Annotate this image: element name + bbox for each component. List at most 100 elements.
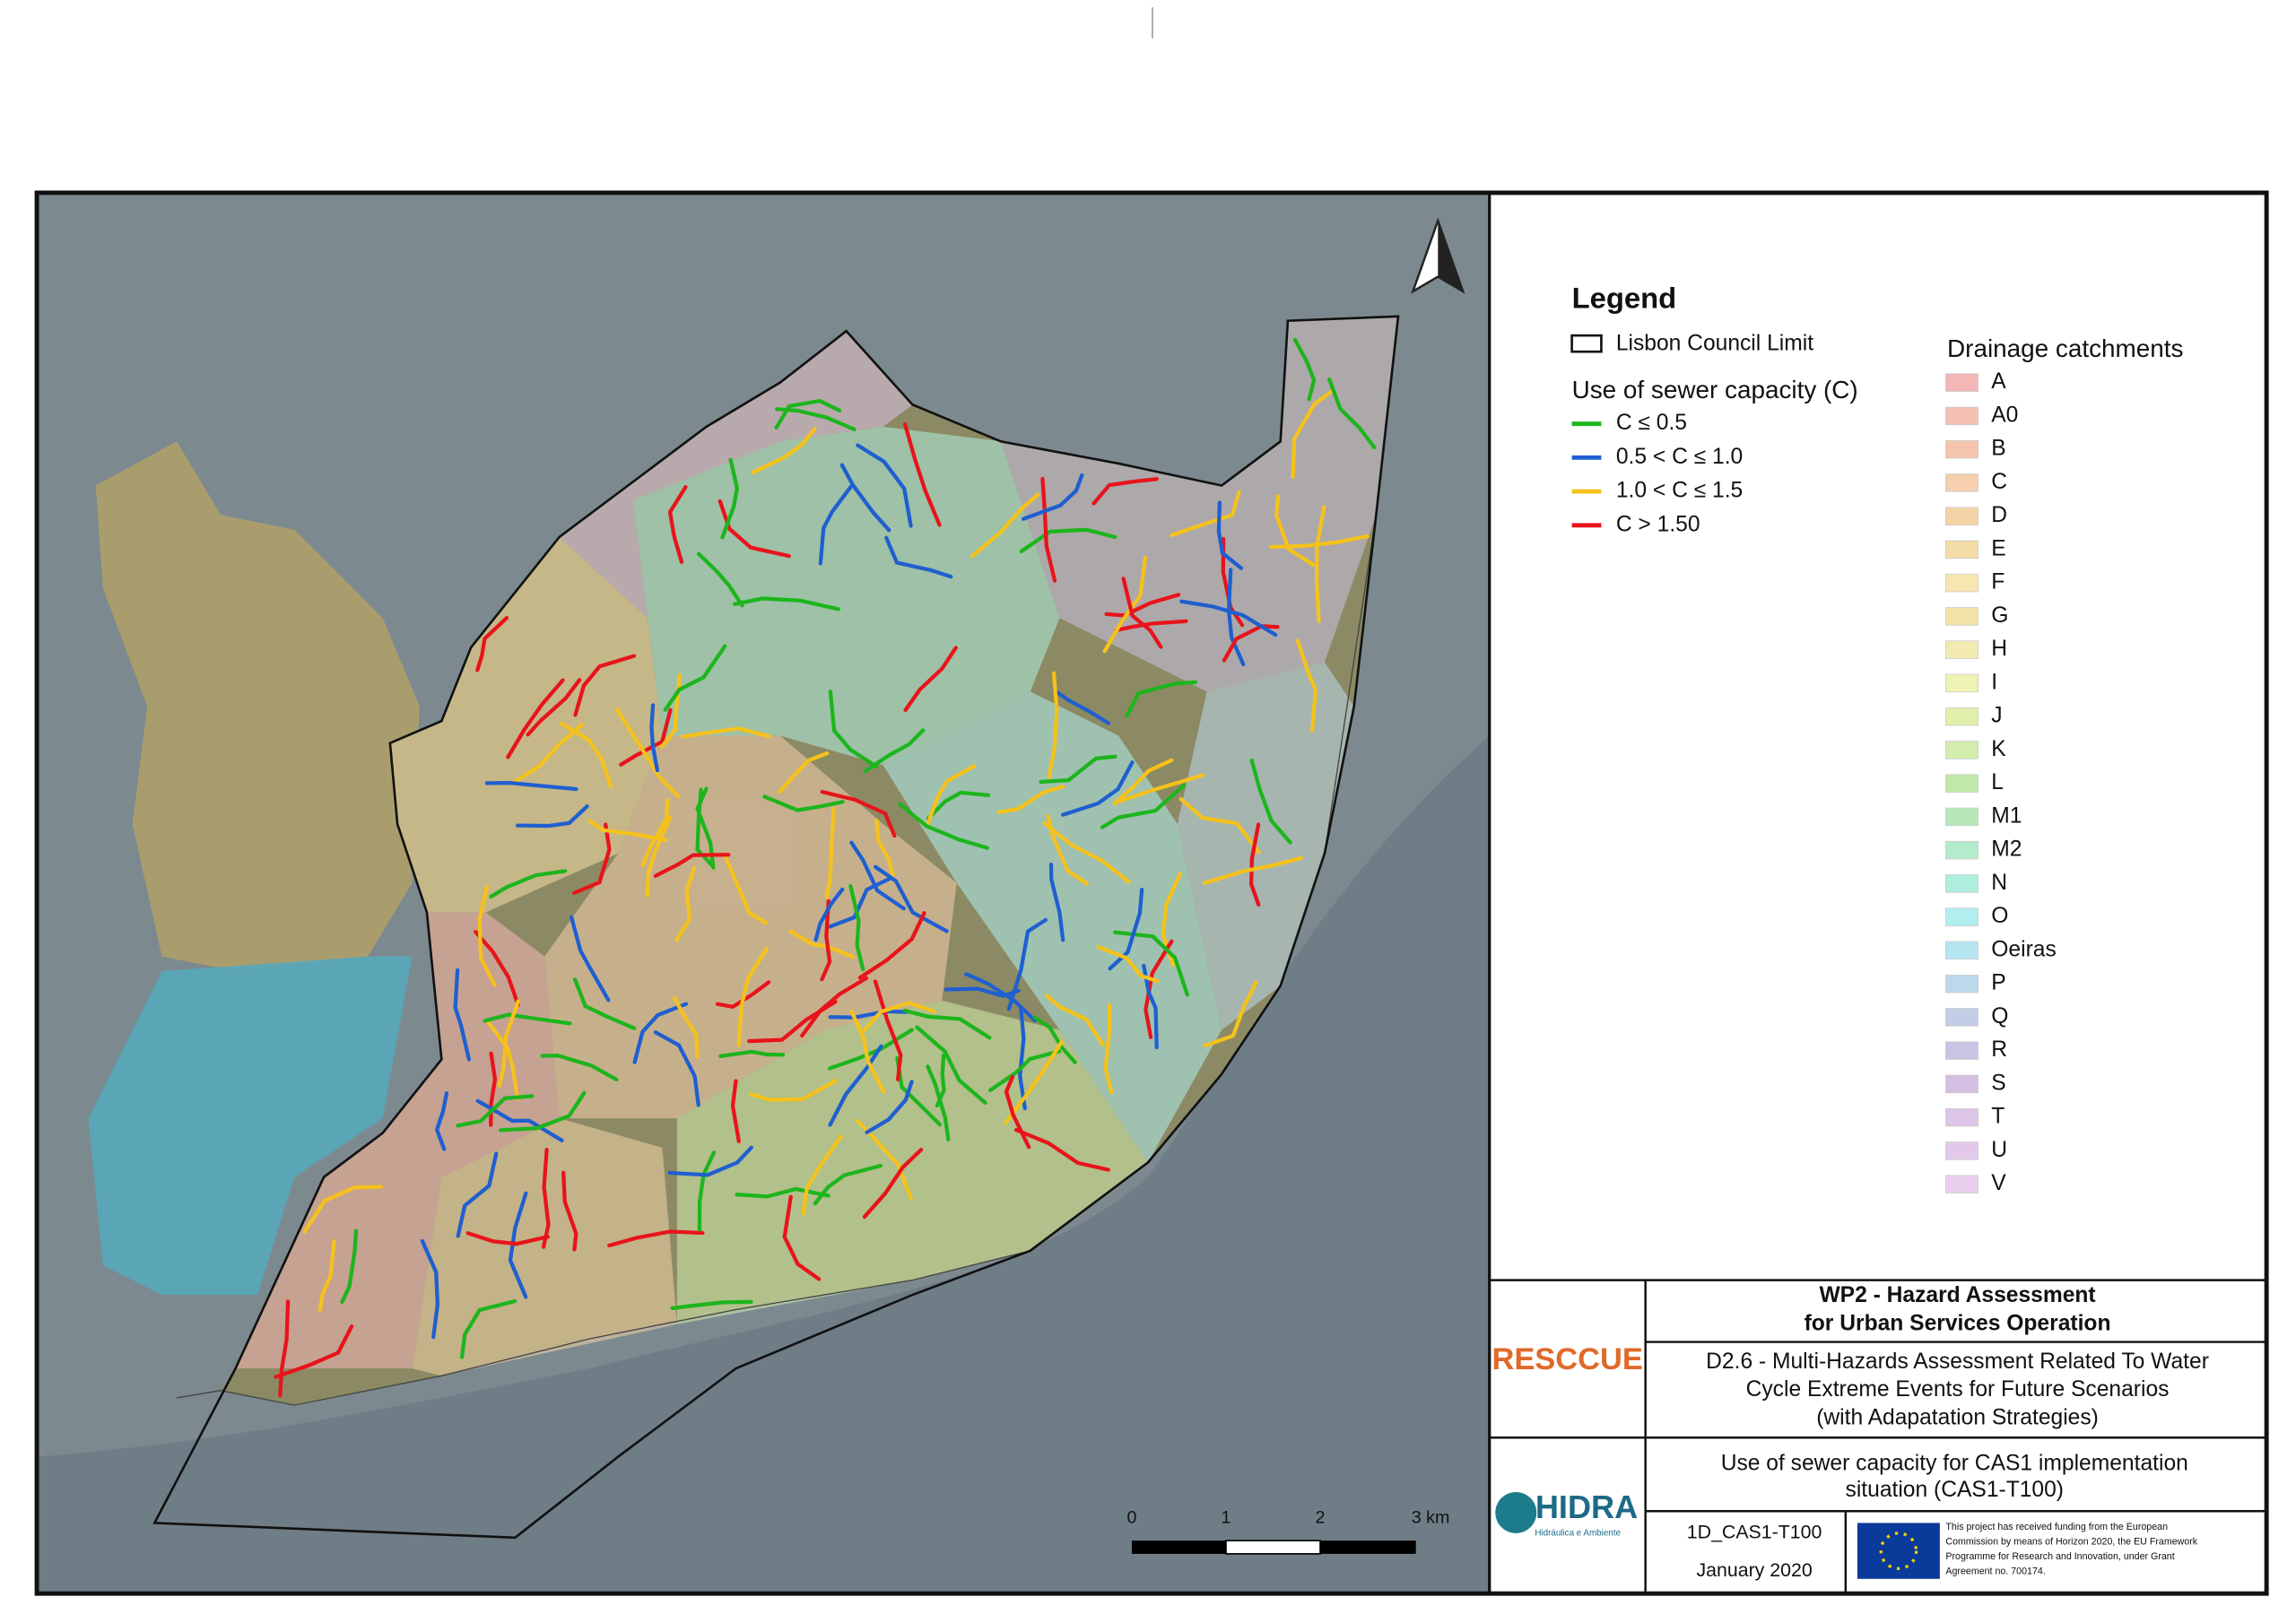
legend-swatch: [1945, 974, 1979, 994]
sewer-line: [483, 1012, 572, 1026]
eu-flag: [1857, 1523, 1940, 1579]
sewer-line: [1112, 758, 1174, 806]
sewer-line: [862, 1001, 936, 1033]
sewer-line: [498, 1090, 587, 1133]
legend-heading: Use of sewer capacity (C): [1572, 376, 1858, 404]
sewer-line: [1042, 820, 1131, 884]
legend-swatch: [1945, 1141, 1979, 1160]
legend-label: F: [1991, 570, 2005, 595]
legend-swatch: [1945, 439, 1979, 459]
sewer-line: [777, 751, 830, 794]
sewer-line: [820, 898, 832, 982]
sewer-line: [632, 1002, 689, 1064]
legend: Legend Lisbon Council Limit Use of sewer…: [1570, 281, 2183, 1195]
catchment-area: [883, 691, 1222, 1163]
sewer-line: [453, 968, 472, 1062]
sewer-line: [420, 1238, 440, 1340]
sewer-line: [1047, 671, 1059, 780]
title-block: [1489, 1279, 2267, 1594]
legend-swatch: [1945, 573, 1979, 593]
scale-bar: [1319, 1541, 1416, 1554]
sewer-line: [775, 407, 857, 431]
sewer-line: [1108, 887, 1144, 971]
sewer-line: [723, 855, 769, 925]
legend-swatch: [1945, 673, 1979, 693]
sewer-line: [988, 1049, 1062, 1093]
sewer-line: [874, 818, 895, 878]
sewer-line: [540, 1053, 619, 1082]
sewer-line: [788, 929, 856, 959]
sewer-line: [828, 1009, 909, 1020]
legend-label: N: [1991, 871, 2007, 895]
sewer-line: [1103, 1002, 1114, 1095]
sewer-line: [903, 646, 958, 713]
legend-label: C ≤ 0.5: [1616, 411, 1687, 435]
sewer-line: [1216, 500, 1244, 570]
sewer-line: [862, 1148, 924, 1219]
sewer-line: [653, 1030, 700, 1107]
sewer-line: [1295, 638, 1318, 733]
legend-label: J: [1991, 704, 2002, 728]
sewer-line: [718, 1049, 786, 1058]
sewer-line: [839, 463, 891, 533]
north-arrow: [1411, 217, 1465, 294]
sewer-line: [489, 1051, 498, 1127]
map-code: 1D_CAS1-T100: [1687, 1522, 1822, 1543]
sewer-line: [1096, 945, 1160, 984]
catchment-area: [676, 1000, 1148, 1324]
sewer-line: [302, 1185, 383, 1234]
sewer-line: [465, 1231, 550, 1246]
sewer-line: [828, 690, 879, 769]
sewer-line: [818, 484, 853, 566]
sewer-line: [667, 484, 688, 564]
legend-label: C > 1.50: [1616, 512, 1700, 536]
sewer-line: [649, 703, 660, 773]
sewer-line: [680, 726, 771, 739]
sewer-line: [857, 911, 926, 980]
sewer-line: [849, 840, 906, 911]
sewer-line: [1004, 1074, 1031, 1150]
sewer-line: [926, 764, 977, 827]
sewer-line: [526, 678, 582, 737]
sewer-line: [1202, 855, 1303, 885]
legend-label: 0.5 < C ≤ 1.0: [1616, 445, 1743, 469]
sewer-line: [915, 1025, 987, 1105]
sewer-line: [1100, 783, 1187, 829]
sewer-line: [506, 678, 565, 759]
sewer-line: [572, 977, 637, 1030]
sewer-line: [1203, 980, 1258, 1048]
frame: [34, 190, 2269, 1596]
sewer-line: [828, 1044, 883, 1127]
hidra-tagline: Hidráulica e Ambiente: [1535, 1528, 1621, 1538]
sewer-line: [509, 722, 585, 785]
hidra-logo: HIDRA: [1535, 1488, 1638, 1525]
sewer-line: [970, 492, 1040, 559]
legend-swatch: [1945, 941, 1979, 960]
sewer-line: [674, 865, 697, 942]
sewer-line: [1040, 476, 1057, 583]
scale-label: 3 km: [1412, 1508, 1450, 1528]
sewer-line: [762, 794, 845, 812]
sewer-line: [827, 875, 894, 929]
sewer-line: [1178, 796, 1261, 855]
sewer-line: [559, 721, 613, 789]
sewer-line: [317, 1238, 336, 1313]
sewer-line: [873, 864, 949, 933]
sewer-line: [653, 853, 731, 879]
legend-label: U: [1991, 1138, 2007, 1162]
sewer-line: [926, 1064, 951, 1141]
sewer-line: [1044, 993, 1105, 1047]
sewer-line: [667, 1145, 753, 1177]
deliverable: D2.6 - Multi-Hazards Assessment Related …: [1706, 1350, 2209, 1374]
map-panel: 0 1 2 3 km: [37, 192, 1490, 1594]
sewer-line: [663, 644, 727, 712]
sewer-line: [730, 1079, 741, 1143]
sewer-line: [474, 930, 520, 1007]
sewer-line: [489, 869, 568, 899]
sewer-line: [484, 781, 578, 792]
sewer-line: [1032, 1015, 1077, 1064]
sewer-line: [475, 615, 509, 673]
sewer-line: [751, 427, 817, 475]
sewer-line: [718, 499, 791, 559]
legend-swatch: [1945, 540, 1979, 560]
